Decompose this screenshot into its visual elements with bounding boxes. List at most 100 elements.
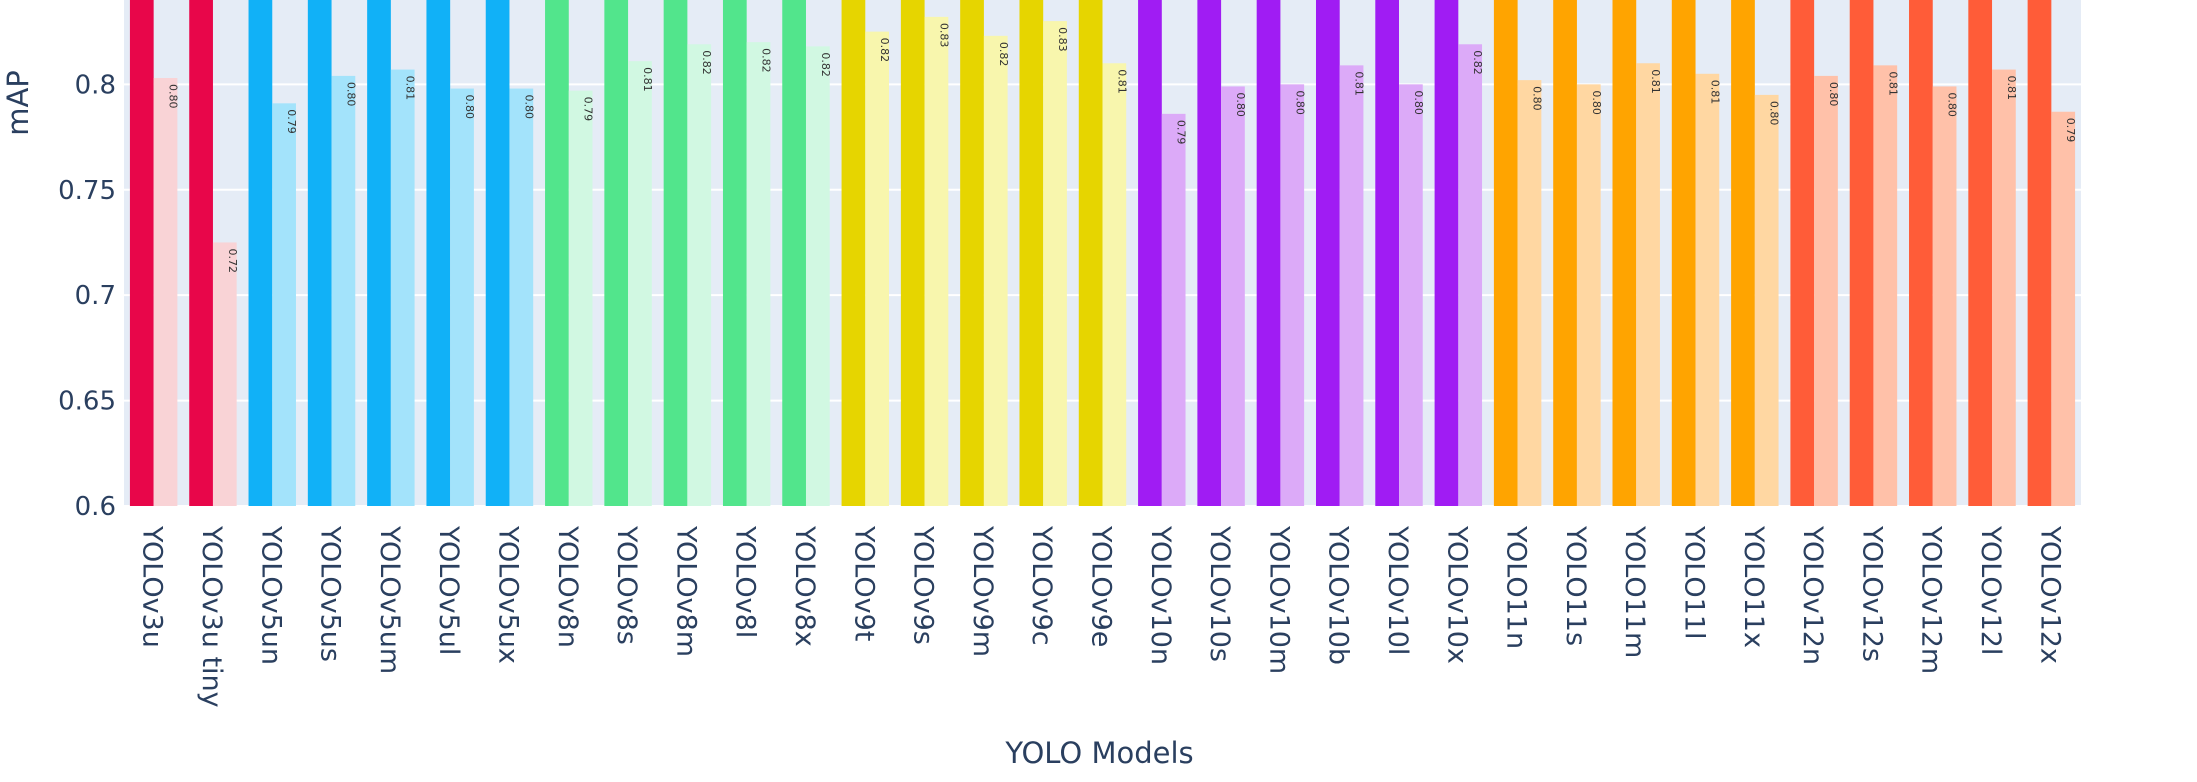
x-axis-title: YOLO Models (1004, 736, 1193, 770)
bar-series-2 (272, 103, 296, 506)
bar-value-label: 0.81 (1353, 71, 1366, 96)
bar-series-1 (426, 0, 451, 506)
bar-series-1 (1019, 0, 1044, 506)
bar-series-1 (1315, 0, 1340, 506)
bar-series-2 (1043, 21, 1067, 506)
x-tick-label: YOLOv8l (730, 525, 761, 638)
bar-series-2 (1636, 63, 1660, 506)
bar-series-2 (865, 31, 890, 506)
bar-series-1 (841, 0, 866, 506)
bar-series-1 (545, 0, 569, 506)
x-tick-label: YOLOv12n (1797, 525, 1828, 665)
x-tick-label: YOLOv3u (137, 525, 168, 648)
bar-series-1 (960, 0, 984, 506)
bar-series-1 (307, 0, 332, 506)
x-tick-label: YOLOv9m (967, 525, 998, 657)
x-tick-label: YOLOv12m (1916, 525, 1947, 674)
x-tick-label: YOLOv5ux (492, 525, 523, 664)
bar-value-labels: 0.80 0.72 0.79 0.80 0.81 0.80 0.80 0.79 0.81 0.82… (167, 23, 2078, 273)
bar-series-2 (1754, 94, 1779, 506)
x-tick-label: YOLOv9e (1086, 525, 1117, 647)
y-tick-label: 0.8 (75, 70, 116, 100)
x-tick-label: YOLOv10b (1323, 525, 1354, 665)
bar-value-label: 0.80 (167, 84, 180, 109)
bar-value-label: 0.79 (1175, 120, 1188, 145)
bar-series-2 (509, 88, 534, 507)
x-tick-label: YOLOv10s (1204, 525, 1235, 662)
bar-value-label: 0.81 (404, 76, 417, 101)
bar-value-label: 0.81 (1115, 69, 1128, 94)
bar-series-2 (924, 16, 949, 506)
bar-value-label: 0.79 (285, 109, 298, 134)
bar-value-label: 0.80 (1768, 101, 1781, 126)
bar-series-1 (663, 0, 688, 506)
bar-series-1 (2027, 0, 2052, 506)
bar-series-1 (1731, 0, 1755, 506)
bar-value-label: 0.82 (819, 52, 832, 76)
bar-series-2 (331, 75, 356, 507)
x-tick-label: YOLOv8x (789, 525, 820, 647)
x-tick-label: YOLOv9s (908, 525, 939, 645)
bar-value-label: 0.81 (641, 67, 654, 92)
bar-series-1 (1078, 0, 1103, 506)
bar-value-label: 0.80 (463, 95, 476, 120)
bar-series-1 (782, 0, 806, 506)
bar-series-2 (1814, 75, 1838, 507)
bar-series-2 (1458, 44, 1483, 507)
y-tick-labels: 0.6 0.65 0.7 0.75 0.8 (58, 70, 116, 522)
y-tick-label: 0.7 (75, 281, 116, 311)
x-tick-label: YOLOv12s (1856, 525, 1887, 662)
x-tick-label: YOLOv9c (1026, 525, 1057, 646)
bar-series-2 (1399, 84, 1423, 506)
bar-series-1 (248, 0, 273, 506)
bar-series-2 (2051, 111, 2076, 506)
bar-series-2 (212, 242, 237, 507)
bar-series-2 (1339, 65, 1364, 506)
y-axis-title: mAP (1, 70, 35, 136)
bar-series-1 (1909, 0, 1933, 506)
bar-series-1 (1849, 0, 1874, 506)
bar-series-2 (805, 46, 830, 507)
bar-series-1 (129, 0, 154, 506)
bar-series-1 (1434, 0, 1459, 506)
x-tick-label: YOLO11s (1560, 525, 1591, 646)
bar-value-label: 0.80 (1234, 92, 1247, 117)
bar-value-label: 0.82 (997, 42, 1010, 67)
bar-value-label: 0.82 (700, 50, 713, 75)
x-tick-label: YOLO11m (1619, 525, 1650, 658)
bar-series-2 (568, 90, 593, 507)
x-tick-labels: YOLOv3u YOLOv3u tiny YOLOv5un YOLOv5us YOLOv… (137, 525, 2066, 708)
bar-value-label: 0.80 (1293, 90, 1306, 115)
bar-series-2 (1102, 63, 1127, 506)
bar-series-2 (1161, 113, 1186, 506)
bar-value-label: 0.80 (522, 95, 535, 120)
bar-value-label: 0.80 (1827, 82, 1840, 107)
bar-series-2 (1873, 65, 1898, 506)
bar-value-label: 0.72 (226, 248, 239, 272)
bar-series-1 (1968, 0, 1993, 506)
bar-series-1 (189, 0, 213, 506)
bar-series-1 (367, 0, 391, 506)
bar-series-1 (1197, 0, 1222, 506)
bar-value-label: 0.82 (878, 38, 891, 63)
x-tick-label: YOLOv12x (2034, 525, 2065, 664)
x-tick-label: YOLOv8n (552, 525, 583, 648)
bar-value-label: 0.79 (582, 97, 595, 122)
bar-series-2 (1695, 73, 1720, 507)
bar-value-label: 0.80 (1946, 92, 1959, 117)
x-tick-label: YOLO11n (1501, 525, 1532, 649)
bar-value-label: 0.82 (760, 48, 773, 73)
x-tick-label: YOLOv9t (848, 525, 879, 641)
bar-series-1 (1256, 0, 1281, 506)
bar-series-2 (1280, 84, 1305, 506)
x-tick-label: YOLOv10m (1263, 525, 1294, 674)
bar-series-2 (450, 88, 474, 507)
x-tick-label: YOLOv5ul (433, 525, 464, 655)
bar-series-2 (1221, 86, 1245, 507)
bar-series-2 (628, 61, 652, 507)
bar-value-label: 0.82 (1471, 50, 1484, 75)
bar-value-label: 0.80 (344, 82, 357, 107)
bar-series-1 (722, 0, 747, 506)
bar-series-1 (1790, 0, 1815, 506)
bar-series-2 (687, 44, 712, 507)
